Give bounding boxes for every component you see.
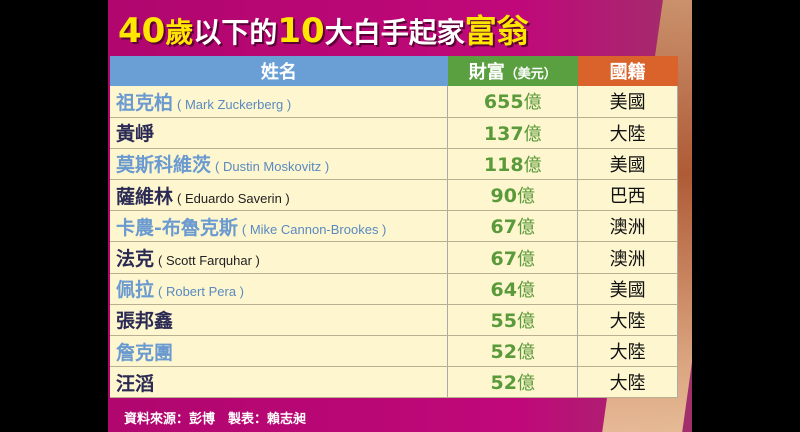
wealth-unit: 億 bbox=[516, 248, 535, 270]
header-wealth-label: 財富 bbox=[468, 62, 505, 83]
name-cell: 薩維林( Eduardo Saverin ) bbox=[110, 179, 449, 212]
name-zh: 薩維林 bbox=[116, 185, 174, 208]
wealth-cell: 67億 bbox=[447, 241, 579, 274]
country-cell: 大陸 bbox=[577, 117, 678, 149]
title-part: 富翁 bbox=[464, 12, 529, 50]
header-country: 國籍 bbox=[577, 56, 678, 86]
wealth-amount: 67 bbox=[490, 216, 517, 239]
wealth-amount: 90 bbox=[490, 185, 517, 208]
title-part: 以下的 bbox=[193, 16, 278, 49]
wealth-amount: 64 bbox=[490, 278, 517, 301]
name-en: ( Eduardo Saverin ) bbox=[177, 190, 290, 206]
header-wealth: 財富（美元） bbox=[447, 56, 578, 86]
wealth-unit: 億 bbox=[523, 123, 542, 145]
table-row: 卡農-布魯克斯( Mike Cannon-Brookes ) 67億 澳洲 bbox=[110, 210, 678, 243]
table-row: 祖克柏( Mark Zuckerberg ) 655億 美國 bbox=[110, 86, 678, 118]
title-part: 10 bbox=[277, 11, 325, 51]
country-cell: 美國 bbox=[577, 148, 678, 181]
wealth-unit: 億 bbox=[516, 217, 535, 239]
wealth-unit: 億 bbox=[523, 92, 542, 114]
table-row: 汪滔 52億 大陸 bbox=[110, 366, 678, 399]
wealth-unit: 億 bbox=[516, 310, 535, 332]
wealth-amount: 52 bbox=[490, 341, 517, 364]
wealth-amount: 655 bbox=[483, 91, 524, 114]
name-zh: 祖克柏 bbox=[116, 91, 174, 114]
country-cell: 澳洲 bbox=[577, 241, 678, 274]
wealth-amount: 55 bbox=[490, 309, 517, 332]
table-row: 莫斯科維茨( Dustin Moskovitz ) 118億 美國 bbox=[110, 148, 678, 181]
name-en: ( Mark Zuckerberg ) bbox=[177, 96, 292, 112]
header-name: 姓名 bbox=[110, 56, 448, 86]
wealth-amount: 67 bbox=[490, 247, 517, 270]
header-wealth-unit: （美元） bbox=[504, 67, 557, 82]
name-en: ( Mike Cannon-Brookes ) bbox=[241, 221, 387, 237]
name-cell: 張邦鑫 bbox=[110, 304, 449, 337]
wealth-cell: 52億 bbox=[447, 366, 579, 399]
name-en: ( Robert Pera ) bbox=[158, 284, 244, 300]
wealth-cell: 90億 bbox=[447, 179, 579, 212]
wealth-amount: 137 bbox=[483, 122, 524, 145]
name-cell: 莫斯科維茨( Dustin Moskovitz ) bbox=[110, 148, 449, 181]
wealth-cell: 52億 bbox=[447, 335, 579, 368]
name-cell: 卡農-布魯克斯( Mike Cannon-Brookes ) bbox=[110, 210, 449, 243]
name-zh: 汪滔 bbox=[116, 372, 155, 395]
name-cell: 汪滔 bbox=[110, 366, 449, 399]
name-cell: 法克( Scott Farquhar ) bbox=[110, 241, 449, 274]
wealth-cell: 67億 bbox=[447, 210, 579, 243]
infographic-panel: 40歲以下的10大白手起家富翁 姓名 財富（美元） 國籍 祖克柏( Mark Z… bbox=[108, 0, 692, 432]
country-cell: 美國 bbox=[577, 273, 678, 305]
country-cell: 大陸 bbox=[577, 335, 678, 368]
table-row: 詹克團 52億 大陸 bbox=[110, 335, 678, 368]
country-cell: 美國 bbox=[577, 86, 678, 118]
table-row: 佩拉( Robert Pera ) 64億 美國 bbox=[110, 273, 678, 305]
wealth-cell: 118億 bbox=[447, 148, 579, 181]
name-en: ( Scott Farquhar ) bbox=[158, 253, 260, 269]
name-zh: 詹克團 bbox=[116, 341, 174, 364]
title-part: 40 bbox=[118, 11, 166, 51]
wealth-unit: 億 bbox=[516, 373, 535, 395]
name-cell: 黃崢 bbox=[110, 117, 449, 149]
title-part: 大白手起家 bbox=[324, 16, 465, 49]
wealth-unit: 億 bbox=[523, 154, 542, 176]
country-cell: 澳洲 bbox=[577, 210, 678, 243]
wealth-unit: 億 bbox=[516, 342, 535, 364]
name-zh: 法克 bbox=[116, 248, 155, 271]
wealth-cell: 64億 bbox=[447, 273, 579, 305]
name-zh: 莫斯科維茨 bbox=[116, 154, 212, 177]
country-cell: 巴西 bbox=[577, 179, 678, 212]
table-row: 薩維林( Eduardo Saverin ) 90億 巴西 bbox=[110, 179, 678, 212]
title-part: 歲 bbox=[165, 16, 194, 49]
name-zh: 卡農-布魯克斯 bbox=[116, 216, 238, 239]
table-row: 張邦鑫 55億 大陸 bbox=[110, 304, 678, 337]
wealth-cell: 55億 bbox=[447, 304, 579, 337]
wealth-cell: 655億 bbox=[447, 86, 579, 118]
country-cell: 大陸 bbox=[577, 304, 678, 337]
wealth-unit: 億 bbox=[516, 279, 535, 301]
table-row: 法克( Scott Farquhar ) 67億 澳洲 bbox=[110, 241, 678, 274]
wealth-unit: 億 bbox=[516, 186, 535, 208]
name-zh: 張邦鑫 bbox=[116, 310, 174, 333]
source-credit: 資料來源：彭博 製表：賴志昶 bbox=[124, 412, 307, 427]
name-en: ( Dustin Moskovitz ) bbox=[215, 159, 330, 175]
name-zh: 佩拉 bbox=[116, 279, 155, 302]
table-row: 黃崢 137億 大陸 bbox=[110, 117, 678, 149]
name-cell: 祖克柏( Mark Zuckerberg ) bbox=[110, 86, 449, 118]
wealth-cell: 137億 bbox=[447, 117, 579, 149]
name-cell: 佩拉( Robert Pera ) bbox=[110, 273, 449, 305]
rich-list-table: 姓名 財富（美元） 國籍 祖克柏( Mark Zuckerberg ) 655億… bbox=[110, 56, 678, 399]
name-zh: 黃崢 bbox=[116, 123, 155, 146]
wealth-amount: 118 bbox=[483, 153, 524, 176]
wealth-amount: 52 bbox=[490, 372, 517, 395]
page-title: 40歲以下的10大白手起家富翁 bbox=[118, 6, 529, 52]
country-cell: 大陸 bbox=[577, 366, 678, 399]
name-cell: 詹克團 bbox=[110, 335, 449, 368]
